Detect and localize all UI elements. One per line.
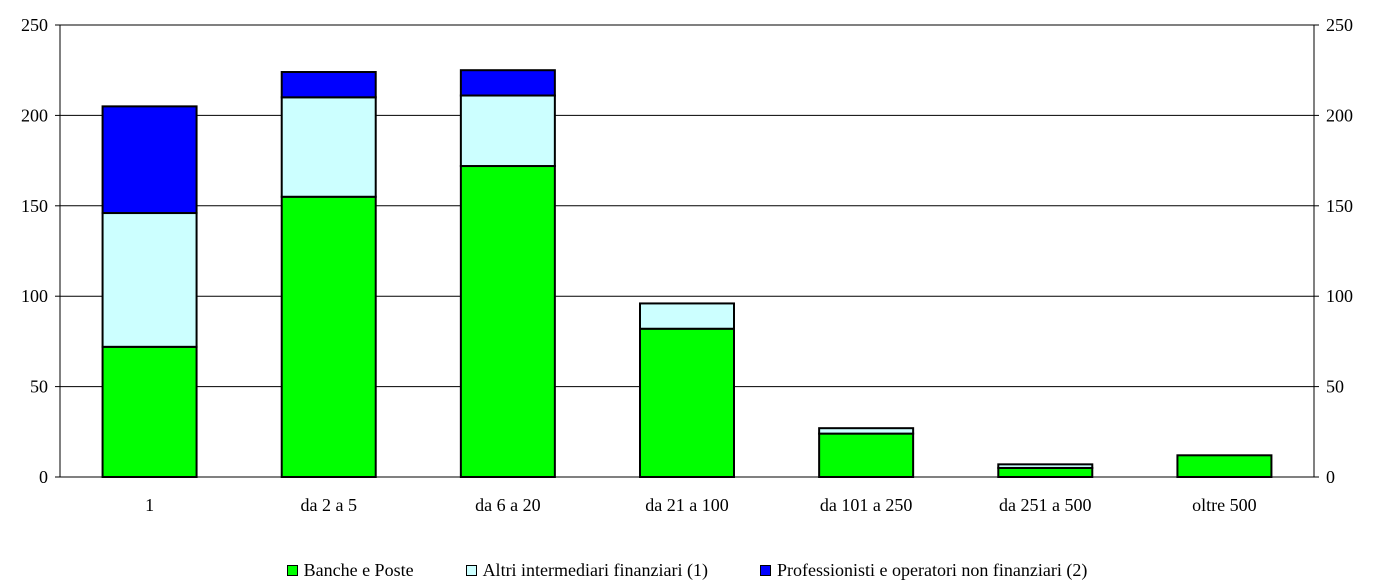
x-tick-label: da 6 a 20 <box>475 495 540 515</box>
legend-label: Banche e Poste <box>303 560 414 580</box>
x-tick-label: da 251 a 500 <box>999 495 1091 515</box>
bar-segment <box>818 427 915 435</box>
y-tick-label-left: 150 <box>21 196 48 216</box>
bar-segment <box>459 94 556 168</box>
x-tick-label: 1 <box>145 495 154 515</box>
y-tick-label-left: 50 <box>30 377 48 397</box>
bar-segment <box>997 466 1094 478</box>
y-tick-label-right: 250 <box>1326 15 1353 35</box>
legend-item-professionisti[interactable]: Professionisti e operatori non finanziar… <box>759 560 1088 580</box>
y-tick-label-left: 250 <box>21 15 48 35</box>
x-tick-label: da 2 a 5 <box>300 495 356 515</box>
legend: Banche e Poste Altri intermediari finanz… <box>0 560 1374 580</box>
chart-plot: 0 0 50 50 100 100 150 150 200 200 250 250 1 da 2 a 5 d… <box>21 15 1353 515</box>
legend-swatch <box>286 564 298 576</box>
x-tick-label: oltre 500 <box>1192 495 1257 515</box>
bar-segment <box>101 105 198 215</box>
bar-segment <box>639 327 735 478</box>
x-tick-label: da 21 a 100 <box>645 495 728 515</box>
bar-segment <box>101 345 198 478</box>
bar-segment <box>1176 454 1273 478</box>
bar-segment <box>280 195 377 478</box>
y-tick-label-left: 100 <box>21 286 48 306</box>
y-tick-label-right: 200 <box>1326 105 1353 125</box>
y-tick-label-right: 0 <box>1326 467 1335 487</box>
legend-swatch <box>759 564 771 576</box>
y-tick-label-left: 200 <box>21 105 48 125</box>
bar-segment <box>101 212 198 348</box>
y-tick-label-right: 150 <box>1326 196 1353 216</box>
bar-segment <box>280 71 377 99</box>
legend-item-altri-intermediari[interactable]: Altri intermediari finanziari (1) <box>465 560 708 580</box>
y-tick-label-left: 0 <box>39 467 48 487</box>
y-tick-label-right: 50 <box>1326 377 1344 397</box>
legend-label: Professionisti e operatori non finanziar… <box>776 560 1088 580</box>
bar-segment <box>459 69 556 97</box>
bar-segment <box>639 302 735 330</box>
bar-segment <box>280 96 377 198</box>
legend-item-banche-e-poste[interactable]: Banche e Poste <box>286 560 414 580</box>
bar-segment <box>459 165 556 479</box>
legend-label: Altri intermediari finanziari (1) <box>482 560 708 580</box>
x-tick-label: da 101 a 250 <box>820 495 912 515</box>
legend-swatch <box>465 564 477 576</box>
bar-segment <box>997 463 1094 469</box>
y-tick-label-right: 100 <box>1326 286 1353 306</box>
bar-segment <box>818 432 915 478</box>
